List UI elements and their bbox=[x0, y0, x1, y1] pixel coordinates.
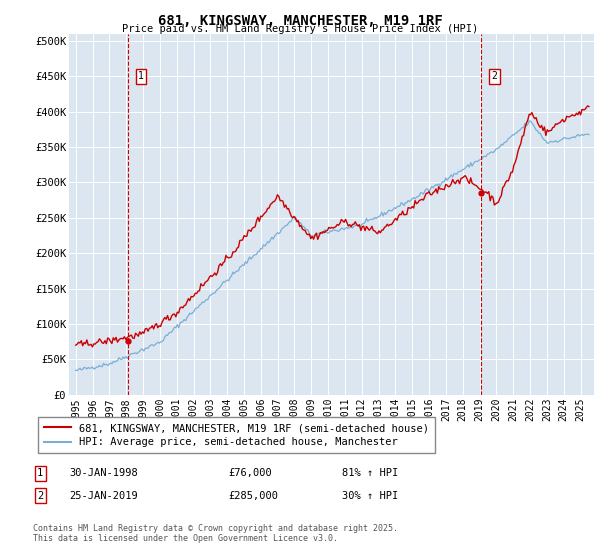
Text: Contains HM Land Registry data © Crown copyright and database right 2025.
This d: Contains HM Land Registry data © Crown c… bbox=[33, 524, 398, 543]
Text: 2: 2 bbox=[491, 71, 497, 81]
Text: 30% ↑ HPI: 30% ↑ HPI bbox=[342, 491, 398, 501]
Text: 2: 2 bbox=[37, 491, 43, 501]
Text: £76,000: £76,000 bbox=[228, 468, 272, 478]
Text: 681, KINGSWAY, MANCHESTER, M19 1RF: 681, KINGSWAY, MANCHESTER, M19 1RF bbox=[158, 14, 442, 28]
Text: 1: 1 bbox=[138, 71, 144, 81]
Text: 1: 1 bbox=[37, 468, 43, 478]
Text: 30-JAN-1998: 30-JAN-1998 bbox=[69, 468, 138, 478]
Text: 81% ↑ HPI: 81% ↑ HPI bbox=[342, 468, 398, 478]
Legend: 681, KINGSWAY, MANCHESTER, M19 1RF (semi-detached house), HPI: Average price, se: 681, KINGSWAY, MANCHESTER, M19 1RF (semi… bbox=[38, 417, 435, 454]
Text: 25-JAN-2019: 25-JAN-2019 bbox=[69, 491, 138, 501]
Text: Price paid vs. HM Land Registry's House Price Index (HPI): Price paid vs. HM Land Registry's House … bbox=[122, 24, 478, 34]
Text: £285,000: £285,000 bbox=[228, 491, 278, 501]
